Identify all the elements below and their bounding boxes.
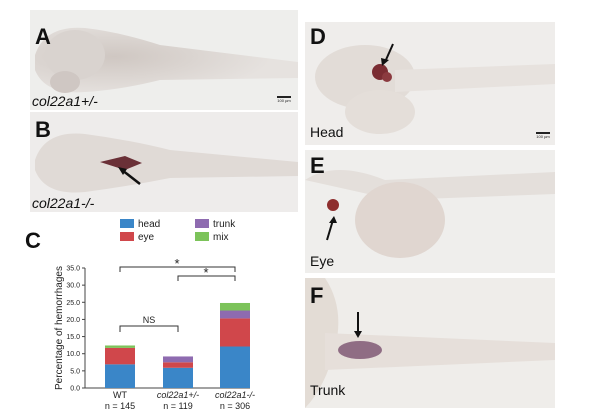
y-tick-label: 30.0 bbox=[66, 283, 80, 290]
panel-e-region: Eye bbox=[310, 253, 335, 269]
legend-swatch-head bbox=[120, 219, 134, 228]
bar-mix bbox=[220, 302, 250, 311]
significance-star: * bbox=[203, 265, 208, 280]
panel-b-label: B bbox=[35, 117, 51, 142]
panel-c-label: C bbox=[25, 228, 41, 253]
bracket-het-vs-mutant bbox=[177, 275, 236, 281]
legend-label-head: head bbox=[138, 219, 160, 230]
panel-b-image bbox=[30, 112, 298, 212]
legend-label-trunk: trunk bbox=[213, 219, 236, 230]
bracket-wt-vs-het bbox=[119, 325, 179, 332]
n-label: n = 119 bbox=[163, 401, 193, 411]
y-tick-label: 35.0 bbox=[66, 266, 80, 273]
bar-trunk bbox=[163, 356, 193, 363]
panel-e bbox=[305, 150, 555, 273]
panel-e-label: E bbox=[310, 153, 325, 178]
y-tick-label: 10.0 bbox=[66, 351, 80, 358]
panel-d-image bbox=[305, 22, 555, 145]
panel-b-genotype: col22a1-/- bbox=[32, 195, 95, 211]
bar-eye bbox=[105, 347, 135, 365]
y-tick-label: 0.0 bbox=[70, 386, 80, 393]
panel-d bbox=[305, 22, 555, 145]
bar-head bbox=[163, 367, 193, 388]
x-tick-label: col22a1+/- bbox=[157, 390, 199, 400]
bar-mix bbox=[105, 345, 135, 348]
legend-swatch-trunk bbox=[195, 219, 209, 228]
legend-swatch-eye bbox=[120, 232, 134, 241]
legend-label-mix: mix bbox=[213, 232, 229, 243]
x-tick-label: col22a1-/- bbox=[215, 390, 255, 400]
panel-f bbox=[305, 278, 555, 408]
y-axis-label: Percentage of hemorrhages bbox=[54, 266, 65, 390]
n-label: n = 145 bbox=[105, 401, 135, 411]
ns-label: NS bbox=[143, 315, 156, 325]
bar-eye bbox=[220, 318, 250, 347]
bar-eye bbox=[163, 362, 193, 368]
y-tick-label: 15.0 bbox=[66, 334, 80, 341]
hemorrhage-bar-chart: 0.0 5.0 10.0 15.0 20.0 25.0 30.0 35.0Percentage… bbox=[54, 219, 255, 411]
panel-f-image bbox=[305, 278, 555, 408]
bar-trunk bbox=[220, 310, 250, 319]
significance-star: * bbox=[174, 256, 179, 271]
panel-d-scale-bar: 100 µm bbox=[536, 132, 550, 139]
bracket-wt-vs-mutant bbox=[119, 266, 236, 272]
y-tick-label: 5.0 bbox=[70, 368, 80, 375]
bar-head bbox=[105, 364, 135, 388]
panel-a-genotype: col22a1+/- bbox=[32, 93, 98, 109]
panel-f-label: F bbox=[310, 283, 324, 308]
n-label: n = 306 bbox=[220, 401, 250, 411]
panel-a-image bbox=[30, 10, 298, 110]
panel-a-scale-bar: 100 µm bbox=[277, 96, 291, 103]
y-tick-label: 25.0 bbox=[66, 300, 80, 307]
y-tick-label: 20.0 bbox=[66, 317, 80, 324]
panel-e-image bbox=[305, 150, 555, 273]
panel-f-region: Trunk bbox=[310, 382, 346, 398]
bar-head bbox=[220, 346, 250, 388]
x-tick-label: WT bbox=[113, 390, 127, 400]
panel-a bbox=[30, 10, 298, 110]
legend-label-eye: eye bbox=[138, 232, 155, 243]
panel-d-label: D bbox=[310, 24, 326, 49]
legend-swatch-mix bbox=[195, 232, 209, 241]
panel-d-region: Head bbox=[310, 124, 344, 140]
panel-b bbox=[30, 112, 298, 212]
panel-a-label: A bbox=[35, 24, 51, 49]
